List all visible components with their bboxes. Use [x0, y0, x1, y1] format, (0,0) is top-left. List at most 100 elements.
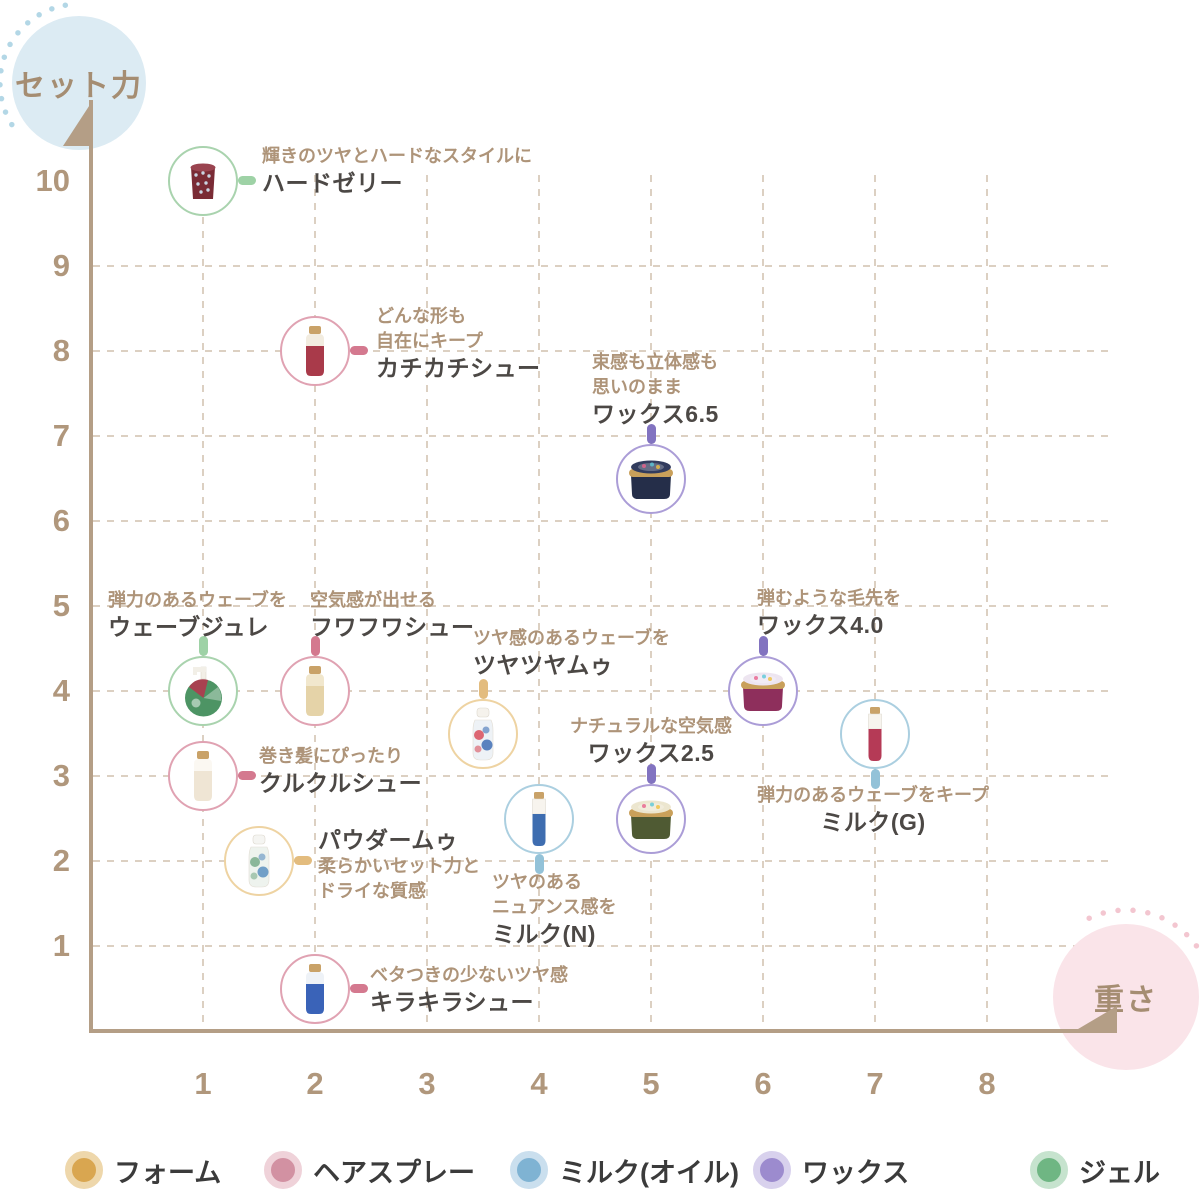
legend-label: フォーム — [114, 1157, 222, 1188]
legend-item-foam: フォーム — [65, 1150, 221, 1190]
y-tick-label: 3 — [52, 758, 70, 793]
product-icon — [868, 706, 882, 761]
product-name[interactable]: カチカチシュー — [376, 355, 541, 381]
product-label: 巻き髪にぴったりクルクルシュー — [259, 744, 422, 797]
product-name[interactable]: パウダームゥ — [318, 827, 459, 853]
x-axis-arrowhead-icon — [1073, 1006, 1117, 1032]
product-desc: ベタつきの少ないツヤ感 — [370, 965, 568, 985]
product-marker[interactable] — [616, 783, 686, 854]
label-connector — [534, 853, 544, 874]
product-marker[interactable] — [280, 316, 350, 386]
product-desc: 弾力のあるウェーブを — [108, 590, 287, 610]
x-tick-label: 3 — [418, 1066, 436, 1101]
gridline-vertical — [762, 175, 764, 1029]
product-desc: 思いのまま — [592, 377, 682, 397]
legend-label: ワックス — [802, 1157, 910, 1188]
product-icon — [629, 460, 673, 499]
product-name[interactable]: ハードゼリー — [262, 170, 403, 196]
gridline-horizontal — [93, 775, 1111, 777]
gridline-horizontal — [93, 350, 1111, 352]
product-marker[interactable] — [224, 826, 294, 896]
product-name[interactable]: クルクルシュー — [259, 770, 423, 796]
y-tick-label: 1 — [52, 928, 70, 963]
product-name[interactable]: ミルク(N) — [492, 921, 596, 947]
product-label: 弾力のあるウェーブをキープミルク(G) — [757, 783, 989, 836]
label-connector — [350, 983, 368, 993]
product-name[interactable]: ワックス6.5 — [592, 401, 719, 427]
product-label: ナチュラルな空気感ワックス2.5 — [570, 714, 732, 767]
product-desc: ナチュラルな空気感 — [570, 716, 732, 736]
product-desc: 弾力のあるウェーブをキープ — [757, 785, 989, 805]
gridline-vertical — [314, 175, 316, 1029]
product-name[interactable]: ミルク(G) — [820, 809, 926, 835]
label-connector — [310, 636, 320, 656]
y-tick-label: 4 — [52, 673, 70, 708]
x-tick-label: 8 — [978, 1066, 996, 1101]
x-axis-title-bubble: 重さ — [1053, 924, 1199, 1070]
x-tick-label: 7 — [866, 1066, 884, 1101]
x-axis-title: 重さ — [1094, 984, 1158, 1017]
y-tick-label: 6 — [52, 503, 70, 538]
product-name[interactable]: ワックス2.5 — [587, 740, 715, 766]
label-connector — [646, 763, 656, 784]
gridline-horizontal — [93, 690, 1111, 692]
legend-dot — [264, 1151, 302, 1189]
product-label: 弾力のあるウェーブをウェーブジュレ — [108, 588, 287, 641]
gridline-horizontal — [93, 860, 1111, 862]
product-marker[interactable] — [280, 953, 350, 1024]
legend-item-spray: ヘアスプレー — [264, 1150, 475, 1190]
label-connector — [350, 346, 368, 355]
product-desc: ドライな質感 — [318, 881, 426, 901]
product-marker[interactable] — [168, 656, 238, 726]
product-name[interactable]: ツヤツヤムゥ — [473, 652, 614, 678]
y-tick-label: 7 — [52, 418, 70, 453]
label-connector — [238, 771, 256, 780]
product-desc: ツヤ感のあるウェーブを — [473, 628, 670, 648]
y-axis-line — [89, 100, 93, 1032]
product-icon — [248, 834, 270, 888]
product-icon — [306, 666, 324, 716]
product-icon — [532, 791, 546, 846]
label-connector — [198, 636, 208, 656]
product-name[interactable]: キラキラシュー — [370, 989, 535, 1015]
product-marker[interactable] — [840, 698, 910, 769]
product-desc: ニュアンス感を — [492, 897, 617, 917]
product-label: 束感も立体感も 思いのまま ワックス6.5 — [592, 350, 719, 428]
y-tick-label: 10 — [35, 163, 70, 198]
product-icon — [472, 707, 494, 760]
product-marker[interactable] — [504, 783, 574, 854]
gridline-horizontal — [93, 605, 1111, 607]
y-tick-label: 8 — [52, 333, 70, 368]
product-name[interactable]: ワックス4.0 — [757, 612, 884, 638]
product-label: 輝きのツヤとハードなスタイルに ハードゼリー — [262, 144, 532, 197]
gridline-vertical — [986, 175, 988, 1029]
product-marker[interactable] — [280, 656, 350, 726]
product-marker[interactable] — [616, 443, 686, 514]
legend-dot — [1030, 1151, 1068, 1189]
product-desc: 自在にキープ — [376, 331, 483, 351]
product-marker[interactable] — [168, 741, 238, 811]
x-axis-line — [89, 1029, 1117, 1033]
product-desc: 巻き髪にぴったり — [259, 746, 403, 766]
legend-dot — [753, 1151, 791, 1189]
product-name[interactable]: フワフワシュー — [310, 614, 475, 640]
x-tick-label: 2 — [306, 1066, 324, 1101]
legend-item-gel: ジェル — [1030, 1150, 1160, 1190]
label-connector — [478, 678, 488, 699]
product-marker[interactable] — [168, 146, 238, 216]
y-axis-title: セット力 — [15, 70, 143, 103]
x-tick-label: 5 — [642, 1066, 660, 1101]
gridline-vertical — [202, 175, 204, 1029]
product-marker[interactable] — [448, 698, 518, 769]
gridline-vertical — [426, 175, 428, 1029]
product-name[interactable]: ウェーブジュレ — [108, 614, 270, 640]
legend-dot — [65, 1151, 103, 1189]
product-desc: 空気感が出せる — [310, 590, 436, 610]
label-connector — [294, 856, 312, 865]
product-marker[interactable] — [728, 656, 798, 726]
product-icon — [190, 163, 216, 199]
product-icon — [741, 672, 785, 711]
product-icon — [185, 666, 222, 717]
